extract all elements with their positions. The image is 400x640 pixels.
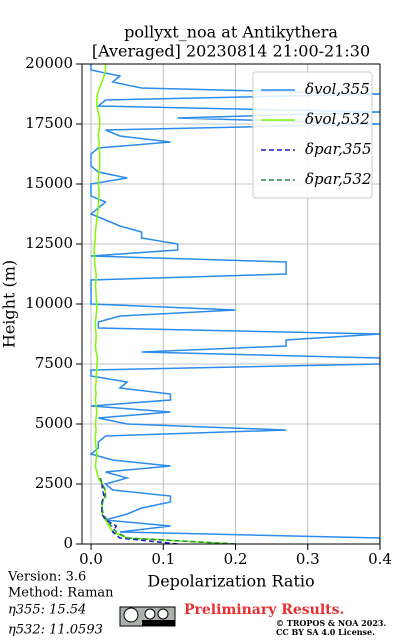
legend-label: δpar,355 xyxy=(305,140,372,158)
x-tick-label: 0.3 xyxy=(296,550,320,568)
y-axis-label: Height (m) xyxy=(0,260,19,348)
x-tick-label: 0.4 xyxy=(368,550,392,568)
copyright: © TROPOS & NOA 2023. xyxy=(276,618,386,628)
legend-label: δvol,355 xyxy=(305,80,370,98)
preliminary-note: Preliminary Results. xyxy=(184,602,344,618)
annotation: η355: 15.54 xyxy=(8,603,86,618)
chart-title: pollyxt_noa at Antikythera xyxy=(124,23,338,42)
x-tick-label: 0.1 xyxy=(151,550,175,568)
y-tick-label: 12500 xyxy=(25,234,73,252)
y-tick-label: 7500 xyxy=(35,354,73,372)
y-tick-label: 10000 xyxy=(25,294,73,312)
annotation: Version: 3.6 xyxy=(7,570,86,585)
plot-frame xyxy=(81,63,381,545)
x-tick-label: 0.0 xyxy=(79,550,103,568)
chart-subtitle: [Averaged] 20230814 21:00-21:30 xyxy=(92,42,370,61)
profile-line xyxy=(89,64,380,544)
y-tick-label: 5000 xyxy=(35,414,73,432)
copyright: CC BY SA 4.0 License. xyxy=(276,627,375,637)
annotation: η532: 11.0593 xyxy=(8,623,103,638)
x-tick-label: 0.2 xyxy=(224,550,248,568)
profile-line xyxy=(99,477,236,544)
y-tick-label: 0 xyxy=(63,534,73,552)
profile-line xyxy=(99,477,178,544)
profile-line xyxy=(93,64,236,544)
y-tick-label: 2500 xyxy=(35,474,73,492)
annotation: Method: Raman xyxy=(8,586,114,601)
y-tick-label: 17500 xyxy=(25,114,73,132)
x-axis-label: Depolarization Ratio xyxy=(147,572,314,591)
y-tick-label: 20000 xyxy=(25,54,73,72)
y-tick-label: 15000 xyxy=(25,174,73,192)
legend-label: δpar,532 xyxy=(305,170,372,188)
legend-label: δvol,532 xyxy=(305,110,370,128)
legend-box xyxy=(252,71,373,199)
cc-logo xyxy=(119,606,176,627)
